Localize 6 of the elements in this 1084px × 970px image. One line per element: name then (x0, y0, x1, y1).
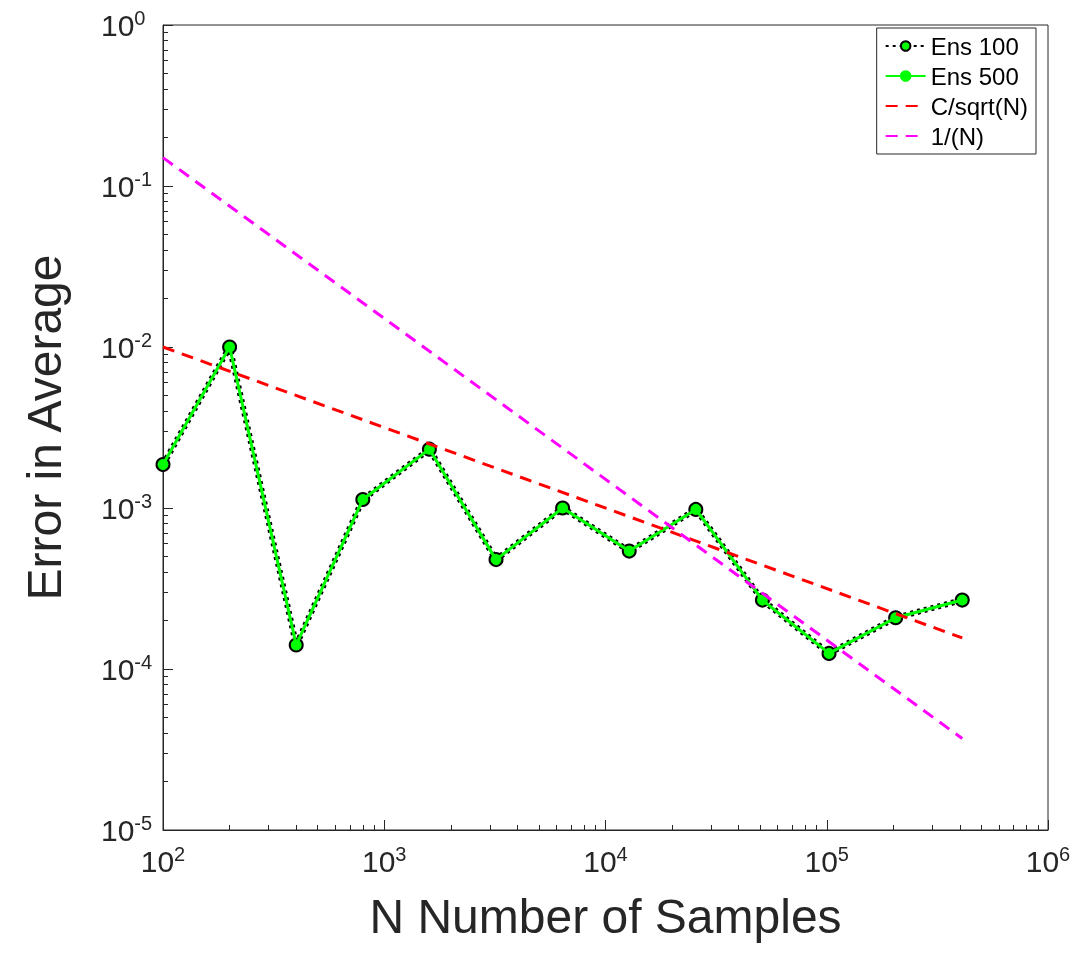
legend-label: 1/(N) (930, 122, 985, 150)
x-axis-title: N Number of Samples (369, 889, 842, 943)
legend-label: Ens 500 (930, 62, 1019, 90)
legend-label: C/sqrt(N) (930, 92, 1028, 120)
y-axis-title: Error in Average (17, 254, 71, 601)
legend-label: Ens 100 (930, 32, 1019, 60)
